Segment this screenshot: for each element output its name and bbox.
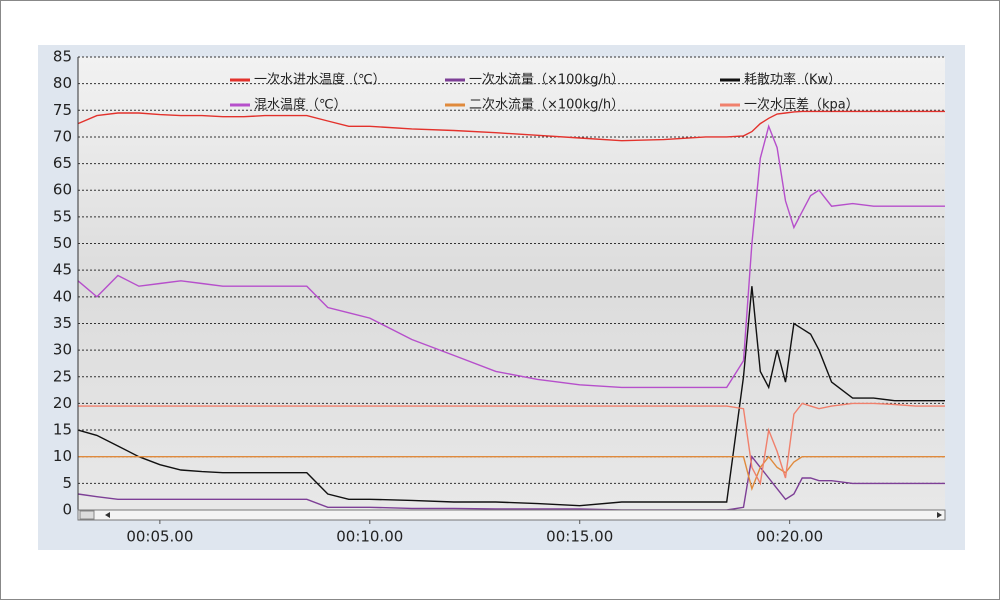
y-tick-label: 10 (53, 447, 72, 465)
x-tick-label: 00:15.00 (546, 528, 613, 546)
x-tick-label: 00:05.00 (126, 528, 193, 546)
legend-label: 二次水流量（×100kg/h） (469, 97, 624, 113)
series-line (78, 455, 945, 491)
series-line (77, 110, 945, 142)
legend-label: 一次水压差（kpa） (744, 97, 859, 113)
y-tick-label: 75 (53, 101, 72, 119)
series-line (77, 455, 945, 511)
series-line (77, 124, 945, 389)
scrollbar[interactable] (77, 509, 946, 521)
y-tick-label: 70 (53, 127, 72, 145)
y-tick-label: 5 (62, 474, 72, 492)
legend-label: 一次水流量（×100kg/h） (469, 72, 624, 88)
y-tick-label: 80 (53, 74, 72, 92)
y-tick-label: 85 (53, 48, 72, 66)
y-tick-label: 20 (53, 394, 72, 412)
legend-label: 混水温度（℃） (254, 97, 347, 113)
scroll-right[interactable] (937, 512, 942, 518)
plot-area (78, 57, 945, 510)
y-tick-label: 25 (53, 367, 72, 385)
legend-label: 耗散功率（Kw） (744, 72, 841, 88)
legend-label: 一次水进水温度（℃） (254, 72, 386, 88)
scroll-button[interactable] (79, 510, 95, 520)
y-tick-label: 65 (53, 154, 72, 172)
scroll-left[interactable] (105, 512, 110, 518)
y-tick-label: 50 (53, 234, 72, 252)
y-tick-label: 45 (53, 261, 72, 279)
y-tick-label: 40 (53, 287, 72, 305)
y-tick-label: 60 (53, 181, 72, 199)
y-tick-label: 35 (53, 314, 72, 332)
series-line (77, 286, 945, 507)
x-tick-label: 00:20.00 (756, 528, 823, 546)
y-tick-label: 0 (62, 501, 72, 519)
y-tick-label: 15 (53, 421, 72, 439)
x-tick-label: 00:10.00 (336, 528, 403, 546)
y-tick-label: 30 (53, 341, 72, 359)
series-line (78, 402, 945, 486)
y-tick-label: 55 (53, 207, 72, 225)
